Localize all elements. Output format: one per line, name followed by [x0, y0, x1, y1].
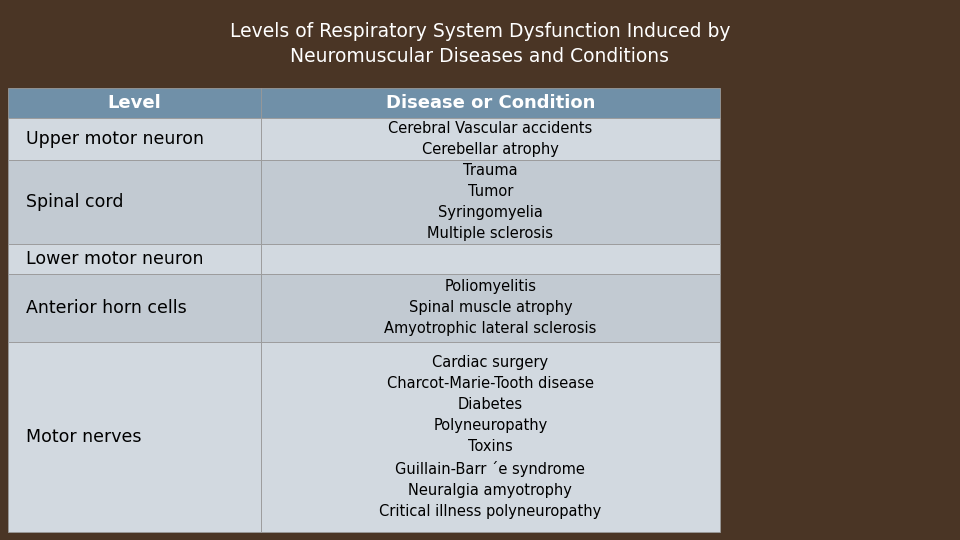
Bar	[261, 245, 720, 274]
Text: Level: Level	[108, 94, 161, 112]
Bar	[8, 88, 261, 118]
Text: Cerebral Vascular accidents
Cerebellar atrophy: Cerebral Vascular accidents Cerebellar a…	[388, 121, 592, 157]
Bar	[8, 342, 261, 532]
Bar	[261, 118, 720, 160]
Text: Spinal cord: Spinal cord	[26, 193, 123, 211]
Text: Poliomyelitis
Spinal muscle atrophy
Amyotrophic lateral sclerosis: Poliomyelitis Spinal muscle atrophy Amyo…	[384, 279, 596, 336]
Text: Disease or Condition: Disease or Condition	[386, 94, 595, 112]
Text: Trauma
Tumor
Syringomyelia
Multiple sclerosis: Trauma Tumor Syringomyelia Multiple scle…	[427, 163, 553, 241]
Bar	[8, 245, 261, 274]
Text: Motor nerves: Motor nerves	[26, 428, 141, 446]
Text: Anterior horn cells: Anterior horn cells	[26, 299, 186, 317]
Bar	[261, 342, 720, 532]
Bar	[8, 118, 261, 160]
Bar	[8, 160, 261, 245]
Text: Levels of Respiratory System Dysfunction Induced by
Neuromuscular Diseases and C: Levels of Respiratory System Dysfunction…	[229, 22, 731, 66]
Bar	[261, 274, 720, 342]
Text: Cardiac surgery
Charcot-Marie-Tooth disease
Diabetes
Polyneuropathy
Toxins
Guill: Cardiac surgery Charcot-Marie-Tooth dise…	[379, 355, 602, 518]
Bar	[261, 160, 720, 245]
Bar	[261, 88, 720, 118]
Bar	[8, 274, 261, 342]
Text: Upper motor neuron: Upper motor neuron	[26, 130, 204, 148]
Text: Lower motor neuron: Lower motor neuron	[26, 250, 204, 268]
